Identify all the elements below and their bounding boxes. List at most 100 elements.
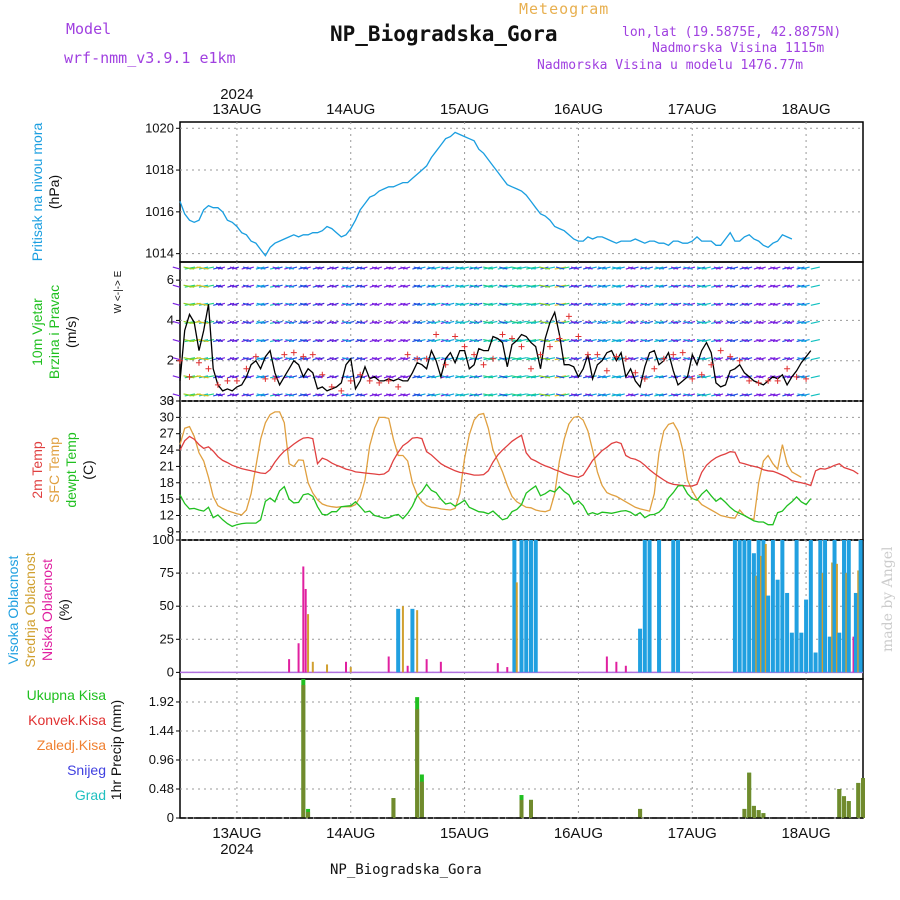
wind-arrow [655,320,664,325]
wind-arrow [242,357,252,361]
wind-arrow [753,393,762,397]
cloud-bar-mid [831,562,834,673]
wind-arrow [627,284,636,288]
wind-arrow [741,320,750,325]
wind-arrow [386,320,394,325]
wind-arrow [183,302,195,306]
wind-arrow [753,357,762,361]
day-label-bottom: 16AUG [554,825,603,842]
wind-arrow [388,338,397,343]
wind-arrow [213,375,222,379]
cloud-bar-low [297,643,300,673]
day-label-top: 15AUG [440,101,489,118]
gust-marker [774,377,781,384]
gust-marker [584,351,591,358]
wind-arrow [683,266,693,270]
wind-arrow [585,302,593,306]
wind-arrow [499,320,508,325]
cloud-bar-high [799,632,804,673]
cloud-bar-high [794,540,799,673]
wind-speed-line [179,304,812,392]
wind-arrow [726,320,736,325]
precip-conv-bar [415,709,420,818]
wind-arrow [455,302,465,306]
ytick-label-precipitation: 0.96 [149,752,174,767]
wind-arrow [597,284,608,288]
cloud-bar-high [789,632,794,673]
cloud-bar-high [846,540,851,673]
wind-arrow [810,320,820,325]
wind-arrow [753,375,762,379]
wind-arrow [342,338,351,343]
gust-marker [651,365,658,372]
wind-arrow [299,393,309,397]
cloud-bar-mid [755,575,758,673]
precip-conv-bar [756,810,761,818]
wind-arrow [469,302,479,306]
wind-arrow [483,357,494,361]
panel-frame-temperature [179,400,864,541]
wind-arrow [242,284,252,288]
wind-arrow [753,320,762,325]
wind-arrow [256,284,266,288]
wind-arrow [511,284,522,288]
wind-arrow [196,302,209,306]
cloud-bar-low [387,656,390,673]
wind-arrow [386,357,394,361]
gust-marker [423,355,430,362]
wind-arrow [772,302,781,306]
cloud-ylabel-1: Srednja Oblacnost [22,552,38,667]
wind-arrow [741,266,750,270]
cloud-bar-high [823,540,828,673]
gust-marker [271,375,278,382]
cloud-bar-high [775,579,780,673]
wind-arrow [786,320,795,325]
wind-arrow [756,266,764,270]
wind-arrow [511,393,522,397]
gust-marker [214,381,221,388]
wind-arrow [272,393,280,397]
gust-marker [338,387,345,394]
wind-arrow [612,284,622,288]
temp-ylabel-3: (C) [80,460,96,479]
wind-arrow [312,338,321,343]
gust-marker [746,377,753,384]
gust-marker [784,365,791,372]
cloud-bar-high [519,540,524,673]
wind-arrow [386,375,394,379]
wind-arrow [371,338,380,343]
wind-arrow [483,284,494,288]
wind-arrow [627,393,636,397]
wind-arrow [627,320,636,325]
ytick-label-precipitation: 1.44 [149,723,174,738]
wind-arrow [784,357,793,361]
wind-arrow [469,357,479,361]
cloud-bar-high [785,592,790,673]
wind-arrow [597,266,608,270]
gust-marker [385,377,392,384]
cloud-bar-mid [845,573,848,673]
gust-marker [594,351,601,358]
wind-arrow [402,284,411,288]
cloud-bar-low [624,665,627,673]
wind-arrow [183,393,195,397]
wind-arrow [726,357,736,361]
wind-arrow [627,266,636,270]
wind-arrow [229,284,238,288]
gust-marker [575,333,582,340]
wind-arrow [427,320,437,325]
ytick-label-wind: 0 [167,393,174,408]
wind-arrow [315,375,323,379]
wind-arrow [469,284,479,288]
gust-marker [281,351,288,358]
gust-marker [632,369,639,376]
wind-arrow [215,375,223,379]
gust-marker [518,343,525,350]
model-name: wrf-nmm_v3.9.1 e1km [64,49,236,67]
gust-marker [404,351,411,358]
ytick-label-temperature: 12 [160,507,174,522]
cloud-bar-high [837,632,842,673]
wind-arrow [499,266,508,270]
wind-arrow [753,338,762,343]
wind-arrow [215,338,223,343]
